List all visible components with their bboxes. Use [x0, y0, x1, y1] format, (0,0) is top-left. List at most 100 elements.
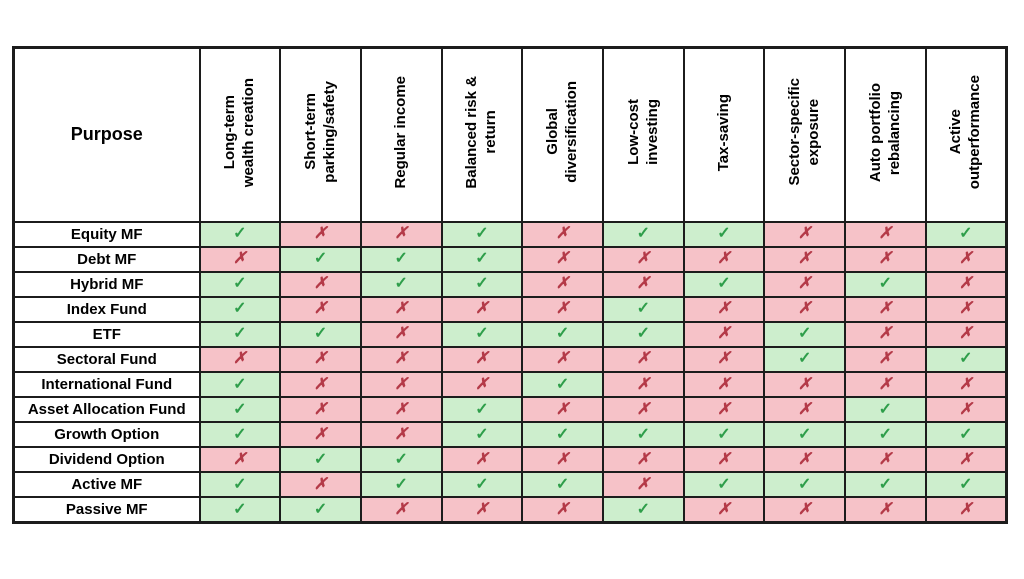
- matrix-cell: ✓: [521, 471, 604, 499]
- matrix-cell: ✗: [924, 270, 1008, 298]
- row-label: Passive MF: [12, 496, 201, 524]
- row-label: Growth Option: [12, 421, 201, 449]
- matrix-cell: ✓: [924, 471, 1008, 499]
- matrix-cell: ✓: [198, 220, 282, 248]
- cross-icon: ✗: [717, 500, 731, 518]
- cross-icon: ✗: [959, 500, 973, 518]
- matrix-cell: ✗: [359, 220, 443, 248]
- table-row: Index Fund ✓ ✗ ✗ ✗ ✗ ✓ ✗ ✗ ✗ ✗: [12, 295, 1008, 323]
- matrix-cell: ✗: [279, 471, 362, 499]
- matrix-cell: ✓: [601, 295, 685, 323]
- matrix-cell: ✗: [682, 370, 766, 399]
- table-row: Hybrid MF ✓ ✗ ✓ ✓ ✗ ✗ ✓ ✗ ✓ ✗: [12, 270, 1008, 298]
- matrix-cell: ✓: [440, 396, 524, 424]
- matrix-cell: ✗: [359, 496, 443, 524]
- check-icon: ✓: [475, 475, 489, 493]
- matrix-cell: ✗: [682, 245, 766, 273]
- matrix-cell: ✗: [359, 295, 443, 323]
- cross-icon: ✗: [313, 475, 328, 493]
- column-header: Sector-specific exposure: [763, 46, 846, 223]
- cross-icon: ✗: [717, 250, 731, 268]
- cross-icon: ✗: [233, 450, 247, 468]
- cross-icon: ✗: [636, 475, 650, 493]
- cross-icon: ✗: [555, 250, 570, 268]
- cross-icon: ✗: [878, 450, 893, 468]
- matrix-cell: ✗: [763, 295, 846, 323]
- cross-icon: ✗: [475, 300, 489, 318]
- cross-icon: ✗: [555, 225, 570, 243]
- check-icon: ✓: [797, 325, 812, 343]
- check-icon: ✓: [797, 425, 812, 443]
- matrix-cell: ✓: [198, 396, 282, 424]
- check-icon: ✓: [959, 475, 973, 493]
- check-icon: ✓: [475, 225, 489, 243]
- matrix-cell: ✗: [279, 396, 362, 424]
- cross-icon: ✗: [878, 500, 893, 518]
- table-row: Asset Allocation Fund ✓ ✗ ✗ ✓ ✗ ✗ ✗ ✗ ✓ ✗: [12, 396, 1008, 424]
- check-icon: ✓: [797, 475, 812, 493]
- cross-icon: ✗: [878, 350, 893, 368]
- matrix-cell: ✗: [844, 320, 927, 348]
- cross-icon: ✗: [636, 400, 650, 418]
- cross-icon: ✗: [959, 375, 973, 393]
- matrix-cell: ✗: [601, 471, 685, 499]
- matrix-cell: ✗: [924, 396, 1008, 424]
- table-row: International Fund ✓ ✗ ✗ ✗ ✓ ✗ ✗ ✗ ✗ ✗: [12, 370, 1008, 399]
- cross-icon: ✗: [878, 300, 893, 318]
- cross-icon: ✗: [878, 375, 893, 393]
- matrix-cell: ✗: [844, 220, 927, 248]
- check-icon: ✓: [475, 400, 489, 418]
- cross-icon: ✗: [313, 275, 328, 293]
- matrix-cell: ✓: [844, 396, 927, 424]
- cross-icon: ✗: [797, 500, 812, 518]
- header-row: Purpose Long-term wealth creation Short-t…: [12, 46, 1008, 223]
- check-icon: ✓: [717, 475, 731, 493]
- cross-icon: ✗: [313, 300, 328, 318]
- cross-icon: ✗: [475, 500, 489, 518]
- matrix-cell: ✓: [521, 320, 604, 348]
- row-label: Index Fund: [12, 295, 201, 323]
- check-icon: ✓: [878, 425, 893, 443]
- row-label: International Fund: [12, 370, 201, 399]
- column-header: Short-term parking/safety: [279, 46, 362, 223]
- column-header-label: Regular income: [391, 75, 409, 189]
- column-header: Global diversification: [521, 46, 604, 223]
- cross-icon: ✗: [394, 350, 408, 368]
- check-icon: ✓: [233, 225, 247, 243]
- row-label: Hybrid MF: [12, 270, 201, 298]
- matrix-cell: ✓: [440, 320, 524, 348]
- cross-icon: ✗: [313, 425, 328, 443]
- cross-icon: ✗: [555, 275, 570, 293]
- matrix-cell: ✓: [359, 245, 443, 273]
- matrix-cell: ✓: [279, 320, 362, 348]
- matrix-cell: ✓: [198, 370, 282, 399]
- cross-icon: ✗: [636, 250, 650, 268]
- matrix-cell: ✗: [198, 345, 282, 373]
- check-icon: ✓: [394, 275, 408, 293]
- table-row: Passive MF ✓ ✓ ✗ ✗ ✗ ✓ ✗ ✗ ✗ ✗: [12, 496, 1008, 524]
- row-label: Dividend Option: [12, 446, 201, 474]
- check-icon: ✓: [717, 225, 731, 243]
- matrix-cell: ✗: [521, 220, 604, 248]
- matrix-cell: ✗: [844, 295, 927, 323]
- cross-icon: ✗: [959, 300, 973, 318]
- check-icon: ✓: [555, 425, 570, 443]
- matrix-cell: ✗: [601, 245, 685, 273]
- cross-icon: ✗: [959, 275, 973, 293]
- matrix-cell: ✓: [359, 270, 443, 298]
- row-label: ETF: [12, 320, 201, 348]
- matrix-cell: ✗: [924, 295, 1008, 323]
- cross-icon: ✗: [394, 400, 408, 418]
- matrix-cell: ✓: [844, 471, 927, 499]
- column-header-label: Auto portfolio rebalancing: [866, 82, 903, 182]
- matrix-cell: ✗: [440, 496, 524, 524]
- check-icon: ✓: [555, 325, 570, 343]
- check-icon: ✓: [313, 250, 328, 268]
- matrix-cell: ✓: [279, 245, 362, 273]
- matrix-cell: ✗: [198, 245, 282, 273]
- matrix-cell: ✓: [198, 295, 282, 323]
- matrix-cell: ✗: [521, 245, 604, 273]
- cross-icon: ✗: [313, 400, 328, 418]
- check-icon: ✓: [636, 325, 650, 343]
